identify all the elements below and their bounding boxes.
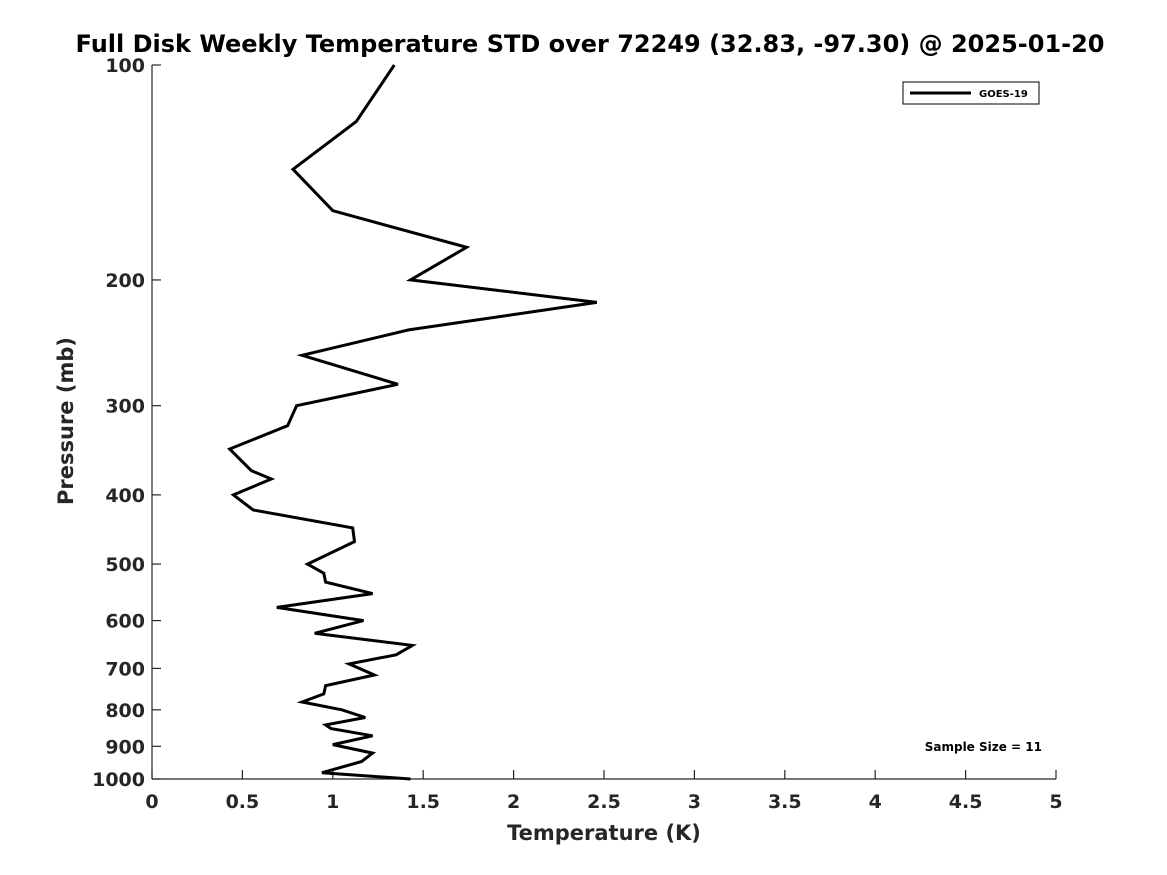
series-line-goes-19 [227, 64, 598, 781]
x-tick-label: 1.5 [406, 791, 440, 813]
x-tick-label: 4.5 [949, 791, 983, 813]
sample-size-annotation: Sample Size = 11 [925, 740, 1042, 754]
x-tick-label: 5 [1049, 791, 1062, 813]
y-tick-label: 900 [105, 736, 145, 758]
y-tick-label: 300 [105, 396, 145, 418]
x-tick-label: 3.5 [768, 791, 802, 813]
x-tick-label: 0.5 [226, 791, 260, 813]
y-tick-label: 1000 [92, 769, 145, 791]
x-tick-label: 2.5 [587, 791, 621, 813]
chart-title: Full Disk Weekly Temperature STD over 72… [76, 30, 1105, 58]
y-tick-label: 200 [105, 270, 145, 292]
y-tick-label: 700 [105, 658, 145, 680]
ticks: 0 0.5 1 1.5 2 2.5 3 3.5 4 4.5 5 100 200 300 400 500 600 7… [92, 55, 1063, 813]
y-tick-label: 800 [105, 700, 145, 722]
legend: GOES-19 [902, 81, 1040, 105]
x-tick-label: 2 [507, 791, 520, 813]
y-tick-label: 600 [105, 611, 145, 633]
x-tick-label: 1 [326, 791, 339, 813]
y-tick-label: 400 [105, 485, 145, 507]
y-tick-label: 100 [105, 55, 145, 77]
y-tick-label: 500 [105, 554, 145, 576]
x-tick-label: 0 [145, 791, 158, 813]
x-tick-label: 4 [869, 791, 882, 813]
legend-label-goes-19: GOES-19 [979, 89, 1028, 100]
y-axis-label: Pressure (mb) [54, 337, 78, 505]
x-axis-label: Temperature (K) [507, 821, 701, 845]
axes [151, 65, 1056, 780]
x-tick-label: 3 [688, 791, 701, 813]
